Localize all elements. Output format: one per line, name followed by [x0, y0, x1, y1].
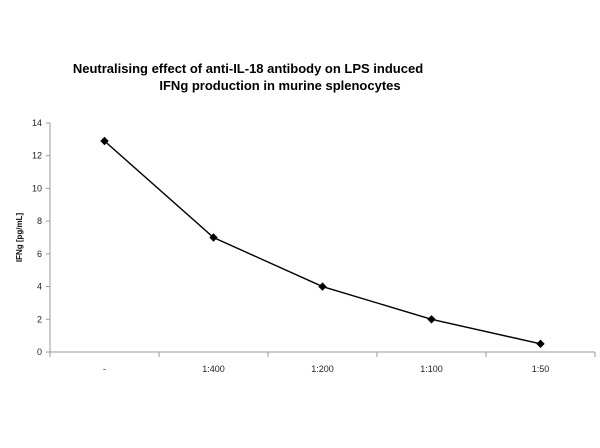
- y-tick-label: 2: [37, 314, 42, 324]
- data-point: [318, 282, 327, 291]
- x-tick-label: 1:100: [420, 364, 443, 374]
- y-tick-label: 4: [37, 282, 42, 292]
- chart-title-line-1: Neutralising effect of anti-IL-18 antibo…: [72, 61, 424, 76]
- axes: [46, 122, 596, 357]
- y-tick-label: 12: [32, 151, 42, 161]
- y-tick-label: 10: [32, 183, 42, 193]
- y-tick-label: 6: [37, 249, 42, 259]
- tick-labels: 0 2 4 6 8 10 12 14 - 1:400 1:200 1:100 1:50: [32, 118, 549, 374]
- chart-title-line-2: IFNg production in murine splenocytes: [159, 78, 401, 93]
- data-point: [209, 233, 218, 242]
- x-tick-label: 1:200: [311, 364, 334, 374]
- x-tick-label: -: [103, 364, 106, 374]
- y-axis-label: IFNg [pg/mL]: [15, 213, 24, 263]
- x-tick-label: 1:400: [202, 364, 225, 374]
- y-tick-label: 0: [37, 347, 42, 357]
- y-tick-label: 8: [37, 216, 42, 226]
- y-tick-label: 14: [32, 118, 42, 128]
- data-point: [100, 136, 109, 146]
- data-point: [536, 339, 545, 349]
- x-tick-label: 1:50: [532, 364, 550, 374]
- data-point: [427, 315, 436, 324]
- series: [100, 136, 545, 349]
- series-line: [104, 140, 541, 345]
